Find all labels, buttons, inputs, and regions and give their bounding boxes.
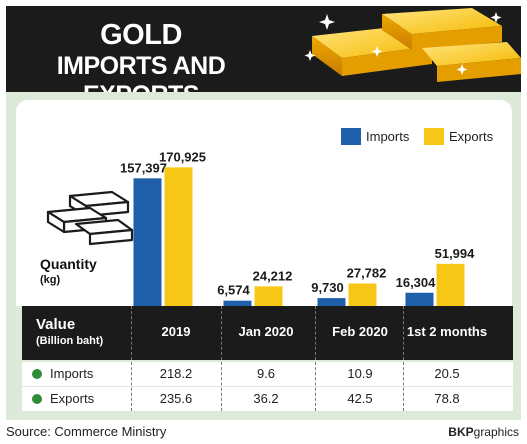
legend-exports: Exports [424,128,493,145]
value-header: Value (Billion baht) [36,316,103,350]
gold-bars-icon [304,8,521,82]
table-cell: 9.6 [256,366,276,381]
bullet-dot-icon [32,393,42,404]
header-banner: GOLD IMPORTS AND EXPORTS [6,6,521,109]
row-label-text: Exports [50,391,95,406]
legend-imports: Imports [341,128,409,145]
column-header-jan-2020: Jan 2020 [238,324,294,339]
bar-imports [405,292,434,306]
source-note: Source: Commerce Ministry [6,424,167,439]
data-label-imports: 9,730 [311,280,344,295]
data-label-exports: 27,782 [347,265,387,280]
table-cell: 78.8 [434,391,460,406]
legend-imports-swatch [341,128,361,145]
title-line-1: GOLD [100,19,182,51]
data-label-imports: 6,574 [217,283,250,298]
bar-exports [254,286,283,306]
table-cell: 235.6 [159,391,193,406]
row-label-exports: Exports [32,391,94,406]
column-divider [315,306,316,411]
bar-imports [317,298,346,306]
credit-brand: BKP [448,425,474,439]
bullet-dot-icon [32,368,42,379]
table-cell: 218.2 [159,366,193,381]
legend-imports-label: Imports [366,129,410,144]
value-header-title: Value [36,316,76,333]
legend-exports-swatch [424,128,444,145]
table-row-imports: Imports 218.2 9.6 10.9 20.5 [22,362,513,386]
table-cell: 10.9 [347,366,373,381]
credit-suffix: graphics [473,425,519,439]
quantity-unit: (kg) [40,274,61,286]
quantity-label: Quantity (kg) [40,256,97,288]
data-label-exports: 170,925 [159,149,206,164]
bar-exports [348,283,377,306]
legend-exports-label: Exports [449,129,494,144]
data-label-imports: 157,397 [120,160,167,175]
data-label-exports: 51,994 [435,246,476,261]
column-divider [221,306,222,411]
value-header-unit: (Billion baht) [36,335,104,347]
bar-exports [164,167,193,306]
table-cell: 20.5 [434,366,460,381]
graphics-credit: BKPgraphics [448,425,519,439]
data-label-exports: 24,212 [253,268,293,283]
column-divider [131,306,132,411]
table-cell: 36.2 [253,391,279,406]
data-label-imports: 16,304 [396,275,437,290]
table-header: Value (Billion baht) 2019 Jan 2020 Feb 2… [22,306,513,360]
bar-exports [436,263,465,306]
column-header-feb-2020: Feb 2020 [332,324,388,339]
quantity-title: Quantity [40,256,97,272]
table-row-exports: Exports 235.6 36.2 42.5 78.8 [22,387,513,411]
column-header-1st-2-months: 1st 2 months [406,324,488,339]
column-divider [403,306,404,411]
bar-imports [223,300,252,306]
column-header-2019: 2019 [161,324,191,339]
bar-imports [133,178,162,306]
stacked-bars-icon [46,190,134,246]
row-label-imports: Imports [32,366,93,381]
table-cell: 42.5 [347,391,373,406]
row-label-text: Imports [50,366,94,381]
